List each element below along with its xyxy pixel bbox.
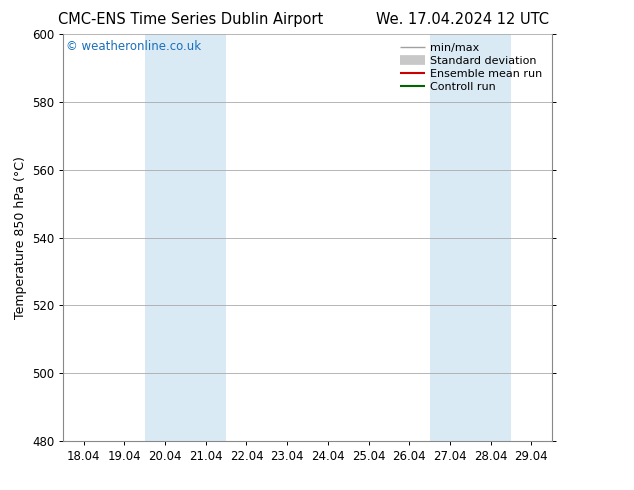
Text: © weatheronline.co.uk: © weatheronline.co.uk: [66, 40, 201, 53]
Text: CMC-ENS Time Series Dublin Airport: CMC-ENS Time Series Dublin Airport: [58, 12, 323, 27]
Bar: [430, 34, 511, 441]
Text: We. 17.04.2024 12 UTC: We. 17.04.2024 12 UTC: [377, 12, 549, 27]
Bar: [145, 34, 226, 441]
Legend: min/max, Standard deviation, Ensemble mean run, Controll run: min/max, Standard deviation, Ensemble me…: [397, 40, 546, 95]
Y-axis label: Temperature 850 hPa (°C): Temperature 850 hPa (°C): [13, 156, 27, 319]
